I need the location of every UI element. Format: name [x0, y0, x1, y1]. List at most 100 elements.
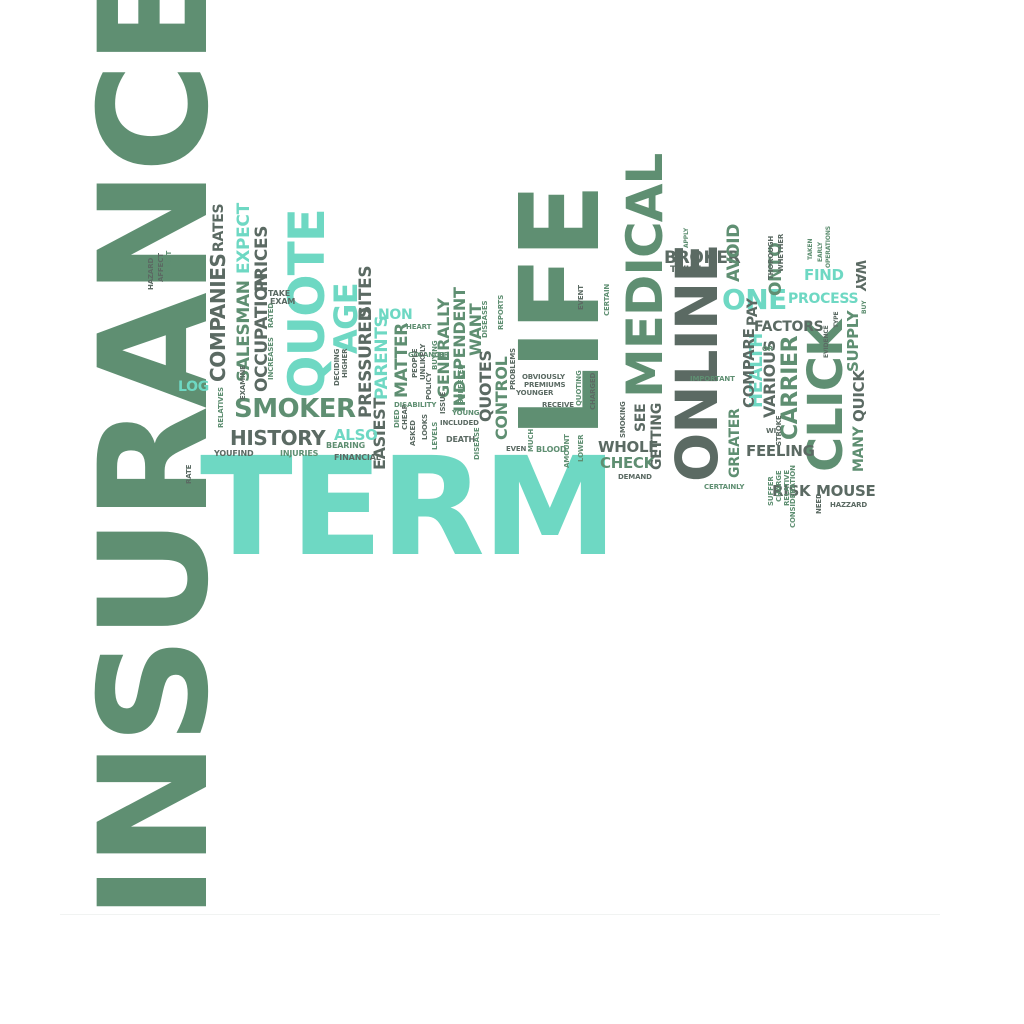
word-bearing: BEARING	[326, 441, 366, 450]
word-deciding: DECIDING	[333, 348, 341, 386]
word-whole: WHOLE	[598, 438, 659, 456]
word-quoting: QUOTING	[575, 370, 583, 406]
word-online: ONLINE	[663, 244, 731, 482]
word-quick: QUICK	[850, 370, 868, 422]
word-control: CONTROL	[492, 356, 511, 440]
word-heart: HEART	[406, 323, 432, 331]
word-rated: RATED	[267, 303, 275, 328]
word-check: CHECK	[600, 454, 655, 472]
word-problems: PROBLEMS	[509, 348, 517, 390]
word-operations: OPERATIONS	[825, 226, 832, 268]
word-one: ONE	[722, 283, 787, 316]
word-many: MANY	[851, 426, 867, 472]
word-avoid: AVOID	[724, 223, 744, 282]
word-issue: ISSUE	[439, 391, 447, 414]
word-wi: WI	[766, 427, 777, 435]
word-carrier: CARRIER	[778, 335, 803, 440]
word-injuries: INJURIES	[280, 449, 319, 458]
word-type: TYPE	[833, 311, 840, 328]
word-people: PEOPLE	[411, 348, 419, 378]
word-asked: ASKED	[409, 420, 417, 446]
word-financial: FINANCIAL	[334, 453, 381, 462]
word-even: EVEN	[506, 445, 527, 453]
word-risk: RISK	[772, 482, 811, 500]
word-important: IMPORTANT	[690, 375, 735, 383]
word-way: WAY	[852, 260, 867, 292]
word-expect: EXPECT	[234, 203, 254, 274]
word-smoker: SMOKER	[234, 394, 356, 424]
word-log: LOG	[178, 379, 209, 395]
word-buying: BUYING	[431, 340, 439, 370]
word-evidence: EVIDENCE	[823, 325, 830, 358]
word-broker: BROKER	[664, 248, 741, 268]
word-higher: HIGHER	[341, 348, 349, 378]
word-pay: PAY	[745, 298, 761, 326]
word-lower: LOWER	[577, 434, 585, 462]
word-go: GO	[408, 351, 420, 359]
word-certainly: CERTAINLY	[704, 483, 745, 491]
word-certain: CERTAIN	[603, 283, 611, 316]
word-diseases: DISEASES	[481, 300, 489, 338]
word-companies: COMPANIES	[206, 253, 230, 382]
word-twice: TWICE	[670, 265, 702, 275]
word-blood: BLOOD	[536, 445, 567, 454]
word-looks: LOOKS	[421, 414, 429, 440]
word-non: NON	[378, 307, 413, 323]
word-thorough: THOROUGH	[767, 235, 775, 280]
word-disability: DISABILITY	[394, 401, 437, 409]
word-hazard: HAZARD	[147, 257, 155, 290]
word-amount: AMOUNT	[563, 434, 571, 468]
word-stroke: STROKE	[775, 415, 783, 446]
word-exam: EXAM	[270, 297, 296, 306]
word-charge: CHARGE	[775, 470, 783, 503]
word-younger: YOUNGER	[516, 389, 554, 397]
word-premiums: PREMIUMS	[524, 381, 566, 389]
word-supply: SUPPLY	[844, 310, 862, 372]
baseline-shadow	[60, 914, 940, 915]
word-apply: APPLY	[683, 227, 690, 248]
word-demand: DEMAND	[618, 473, 652, 481]
word-see: SEE	[633, 403, 649, 432]
word-getting: GETTING	[649, 403, 665, 470]
word-or: OR	[762, 345, 774, 353]
word-medical: MEDICAL	[616, 153, 674, 398]
word-rate: RATE	[185, 464, 193, 484]
word-obviously: OBVIOUSLY	[522, 373, 565, 381]
word-early: EARLY	[817, 242, 824, 262]
word-mouse: MOUSE	[816, 482, 876, 500]
word-history: HISTORY	[230, 426, 326, 450]
word-policy: POLICY	[425, 372, 433, 400]
word-relatives: RELATIVES	[217, 387, 225, 428]
word-consideration: CONSIDERATION	[789, 465, 797, 528]
word-suffered: SUFFERED	[457, 364, 465, 404]
word-died: DIED	[393, 409, 401, 428]
word-charged: CHARGED	[589, 372, 597, 410]
word-levels: LEVELS	[431, 421, 439, 450]
word-need: NEED	[815, 493, 823, 514]
word-affect: AFFECT	[157, 253, 165, 282]
word-much: MUCH	[527, 428, 535, 452]
word-included: INCLUDED	[440, 419, 479, 427]
word-compare: COMPARE	[740, 328, 758, 408]
word-receive: RECEIVE	[542, 401, 574, 409]
word-reports: REPORTS	[497, 294, 505, 330]
word-process: PROCESS	[788, 291, 859, 307]
word-young: YOUNG	[452, 409, 480, 417]
word-rates: RATES	[211, 203, 227, 252]
word-smoking: SMOKING	[619, 401, 627, 438]
word-find: FIND	[804, 266, 844, 284]
word-youfind: YOUFIND	[214, 449, 254, 458]
word-taken: TAKEN	[807, 238, 814, 260]
word-buy: BUY	[861, 300, 868, 314]
word-feeling: FEELING	[746, 442, 815, 460]
word-factors: FACTORS	[754, 319, 824, 335]
word-also: ALSO	[334, 426, 378, 444]
word-matter: MATTER	[392, 323, 412, 398]
word-hazzard: HAZZARD	[830, 501, 868, 509]
word-event: EVENT	[577, 285, 585, 310]
word-term: TERM	[200, 429, 618, 587]
word-greater: GREATER	[727, 408, 743, 478]
word-whether: WHETHER	[777, 233, 785, 272]
word-take: TAKE	[268, 289, 291, 298]
